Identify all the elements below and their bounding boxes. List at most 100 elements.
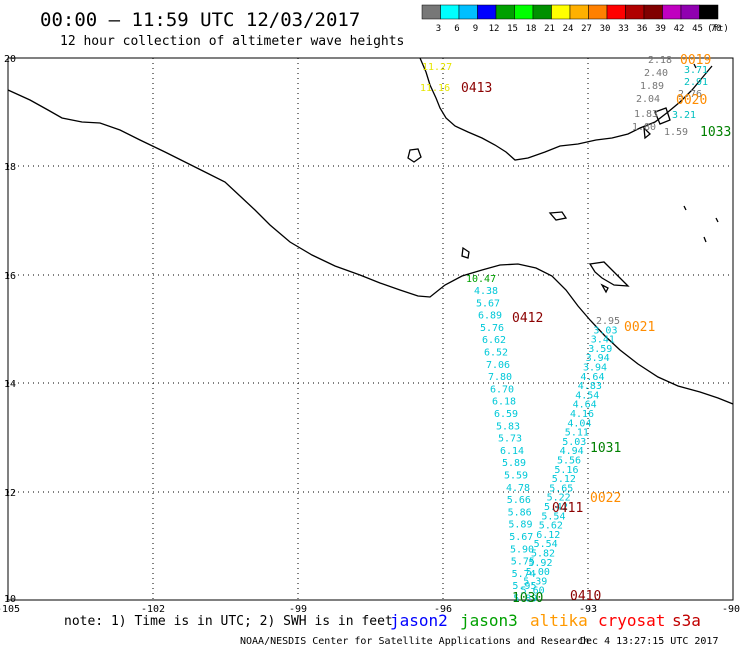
svg-text:18: 18	[4, 162, 16, 173]
wave-height-value: 6.14	[500, 446, 524, 457]
colorbar-label: 33	[618, 24, 629, 34]
map-frame	[7, 57, 734, 601]
wave-height-value: 2.95	[596, 316, 620, 327]
wave-height-value: 5.90	[510, 544, 534, 555]
colorbar-label: 9	[473, 24, 478, 34]
satellite-legend-item: jason3	[460, 611, 518, 630]
wave-height-value: 5.73	[498, 434, 522, 445]
colorbar-label: 39	[655, 24, 666, 34]
wave-height-value: 5.54	[541, 511, 565, 522]
wave-height-value: 11.16	[420, 83, 450, 94]
svg-text:14: 14	[4, 379, 16, 390]
wave-height-value: 10.47	[466, 274, 496, 285]
wave-height-value: 3.94	[583, 363, 607, 374]
pass-label: 0021	[624, 320, 655, 335]
wave-height-value: 3.71	[684, 65, 708, 76]
svg-text:12: 12	[4, 488, 16, 499]
wave-height-value: 4.04	[567, 418, 591, 429]
colorbar-swatch	[458, 4, 478, 20]
wave-height-value: 5.03	[562, 437, 586, 448]
wave-height-value: 7.80	[488, 372, 512, 383]
wave-height-value: 4.16	[570, 409, 594, 420]
coastline	[7, 57, 734, 405]
colorbar-swatch	[699, 4, 719, 20]
wave-height-value: 4.38	[474, 286, 498, 297]
pass-label: 0411	[552, 501, 583, 516]
colorbar-label: 27	[581, 24, 592, 34]
wave-height-value: 5.67	[476, 298, 500, 309]
satellite-legend-item: jason2	[390, 611, 448, 630]
colorbar-label: 30	[600, 24, 611, 34]
pass-label: 0413	[461, 81, 492, 96]
note-text: note: 1) Time is in UTC; 2) SWH is in fe…	[64, 614, 393, 629]
colorbar-swatch	[680, 4, 700, 20]
wave-height-value: 1.83	[634, 109, 658, 120]
satellite-legend-item: altika	[530, 611, 588, 630]
svg-text:-96: -96	[434, 604, 452, 615]
wave-height-value: 5.92	[528, 558, 552, 569]
wave-height-value: 1.59	[664, 127, 688, 138]
wave-height-value: 7.06	[486, 360, 510, 371]
colorbar-swatch	[477, 4, 497, 20]
wave-height-value: 3.41	[591, 335, 615, 346]
wave-height-value: 3.03	[593, 325, 617, 336]
pass-label: 0022	[590, 491, 621, 506]
colorbar-swatch	[643, 4, 663, 20]
credit-text: NOAA/NESDIS Center for Satellite Applica…	[240, 636, 589, 647]
colorbar-label: 6	[454, 24, 459, 34]
wave-height-value: 5.89	[513, 594, 537, 605]
wave-height-value: 5.82	[531, 549, 555, 560]
colorbar-swatch	[662, 4, 682, 20]
colorbar-swatch	[421, 4, 441, 20]
wave-height-value: 5.95	[512, 581, 536, 592]
wave-height-value: 11.27	[422, 62, 452, 73]
wave-height-value: 4.78	[506, 483, 530, 494]
pass-label: 1033	[700, 125, 731, 140]
wave-height-value: 3.59	[588, 344, 612, 355]
wave-height-value: 6.52	[484, 348, 508, 359]
wave-height-value: 4.94	[560, 446, 584, 457]
wave-height-value: 5.89	[508, 520, 532, 531]
satellite-legend-item: s3a	[672, 611, 701, 630]
wave-height-value: 1.80	[632, 122, 656, 133]
wave-height-value: 5.66	[507, 495, 531, 506]
wave-height-value: 2.04	[636, 94, 660, 105]
wave-height-value: 5.76	[480, 323, 504, 334]
wave-height-value: 2.91	[684, 77, 708, 88]
map-title: 00:00 – 11:59 UTC 12/03/2017	[40, 9, 360, 31]
wave-height-value: 6.12	[536, 530, 560, 541]
wave-height-value: 5.83	[496, 421, 520, 432]
wave-height-value: 2.18	[648, 55, 672, 66]
wave-height-value: 5.74	[512, 569, 536, 580]
wave-height-value: 4.64	[580, 372, 604, 383]
wave-height-value: 6.59	[494, 409, 518, 420]
wave-height-value: 5.56	[557, 456, 581, 467]
pass-labels: 0413 0019 0020 1033 0412 0021 1031 0022 0411 1030…	[461, 53, 731, 606]
colorbar: 3 6 9 12 15 18 21 24 27 30 33 36 39 42 45 70	[421, 4, 722, 34]
wave-height-value: 6.18	[492, 397, 516, 408]
colorbar-label: 42	[674, 24, 685, 34]
colorbar-label: 3	[436, 24, 441, 34]
wave-height-value: 5.16	[554, 465, 578, 476]
wave-height-value: 3.21	[672, 110, 696, 121]
colorbar-swatch	[514, 4, 534, 20]
colorbar-label: 70	[711, 24, 722, 34]
pass-label: 0410	[570, 589, 601, 604]
wave-height-value: 5.67	[509, 532, 533, 543]
colorbar-swatch	[625, 4, 645, 20]
wave-height-value: 3.94	[586, 353, 610, 364]
wave-height-value: 5.60	[521, 586, 545, 597]
wave-height-value: 5.00	[526, 567, 550, 578]
colorbar-label: 12	[489, 24, 500, 34]
wave-height-value: 5.62	[539, 521, 563, 532]
pass-label: 1031	[590, 441, 621, 456]
wave-height-value: 5.86	[508, 507, 532, 518]
colorbar-label: 15	[507, 24, 518, 34]
colorbar-swatch	[532, 4, 552, 20]
map-subtitle: 12 hour collection of altimeter wave hei…	[60, 34, 404, 49]
colorbar-label: 45	[692, 24, 703, 34]
svg-text:-102: -102	[141, 604, 165, 615]
wave-height-value: 4.54	[575, 390, 599, 401]
wave-height-value: 6.62	[482, 335, 506, 346]
pass-label: 0020	[676, 93, 707, 108]
